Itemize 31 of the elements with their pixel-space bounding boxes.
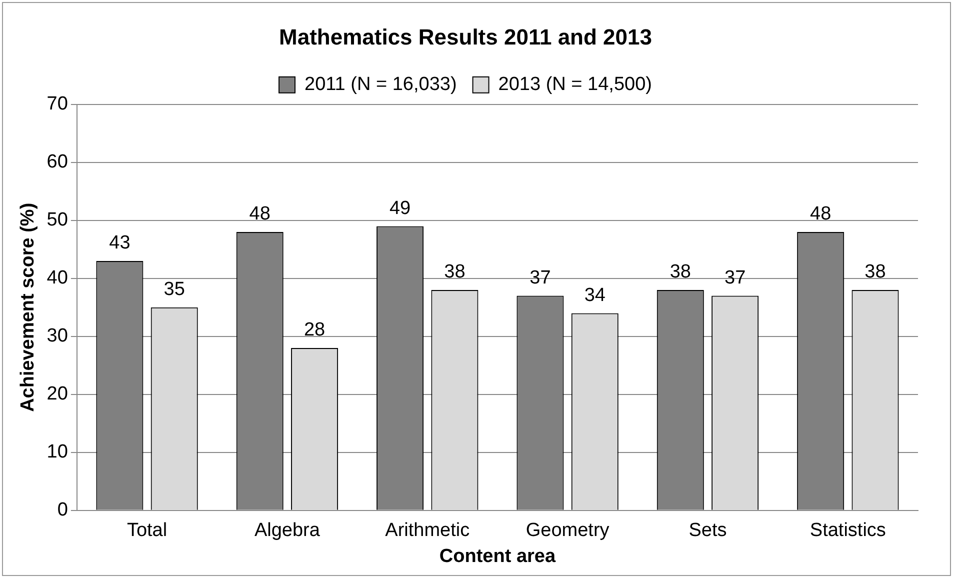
y-tick-label: 30 (46, 326, 68, 347)
legend-label: 2011 (N = 16,033) (304, 74, 457, 96)
data-label: 49 (389, 198, 411, 219)
y-tick-label: 70 (46, 94, 68, 115)
chart-title: Mathematics Results 2011 and 2013 (279, 24, 652, 50)
x-tick-label: Sets (688, 520, 727, 542)
y-tick-label: 0 (57, 500, 68, 521)
data-label: 43 (109, 232, 130, 254)
legend-label: 2013 (N = 14,500) (498, 74, 652, 96)
x-tick-label: Arithmetic (385, 520, 470, 542)
data-label: 38 (670, 262, 691, 283)
data-label: 48 (249, 204, 270, 225)
y-tick-label: 40 (46, 268, 68, 289)
data-label: 38 (864, 262, 886, 283)
data-label: 35 (164, 279, 185, 300)
data-label: 48 (810, 204, 832, 225)
data-label: 37 (724, 268, 746, 289)
x-axis-title: Content area (439, 546, 556, 567)
x-tick-label: Statistics (810, 520, 886, 542)
data-label: 28 (304, 320, 326, 341)
data-label: 37 (530, 268, 551, 289)
x-tick-label: Total (126, 520, 168, 542)
data-label: 38 (444, 262, 466, 283)
y-tick-label: 20 (46, 384, 68, 405)
y-tick-label: 50 (46, 210, 68, 231)
y-tick-label: 60 (46, 152, 68, 173)
x-tick-label: Geometry (526, 520, 610, 542)
data-label: 34 (584, 284, 606, 306)
x-tick-label: Algebra (254, 520, 320, 542)
y-tick-label: 10 (46, 442, 68, 463)
y-axis-title: Achievement score (%) (18, 202, 39, 412)
